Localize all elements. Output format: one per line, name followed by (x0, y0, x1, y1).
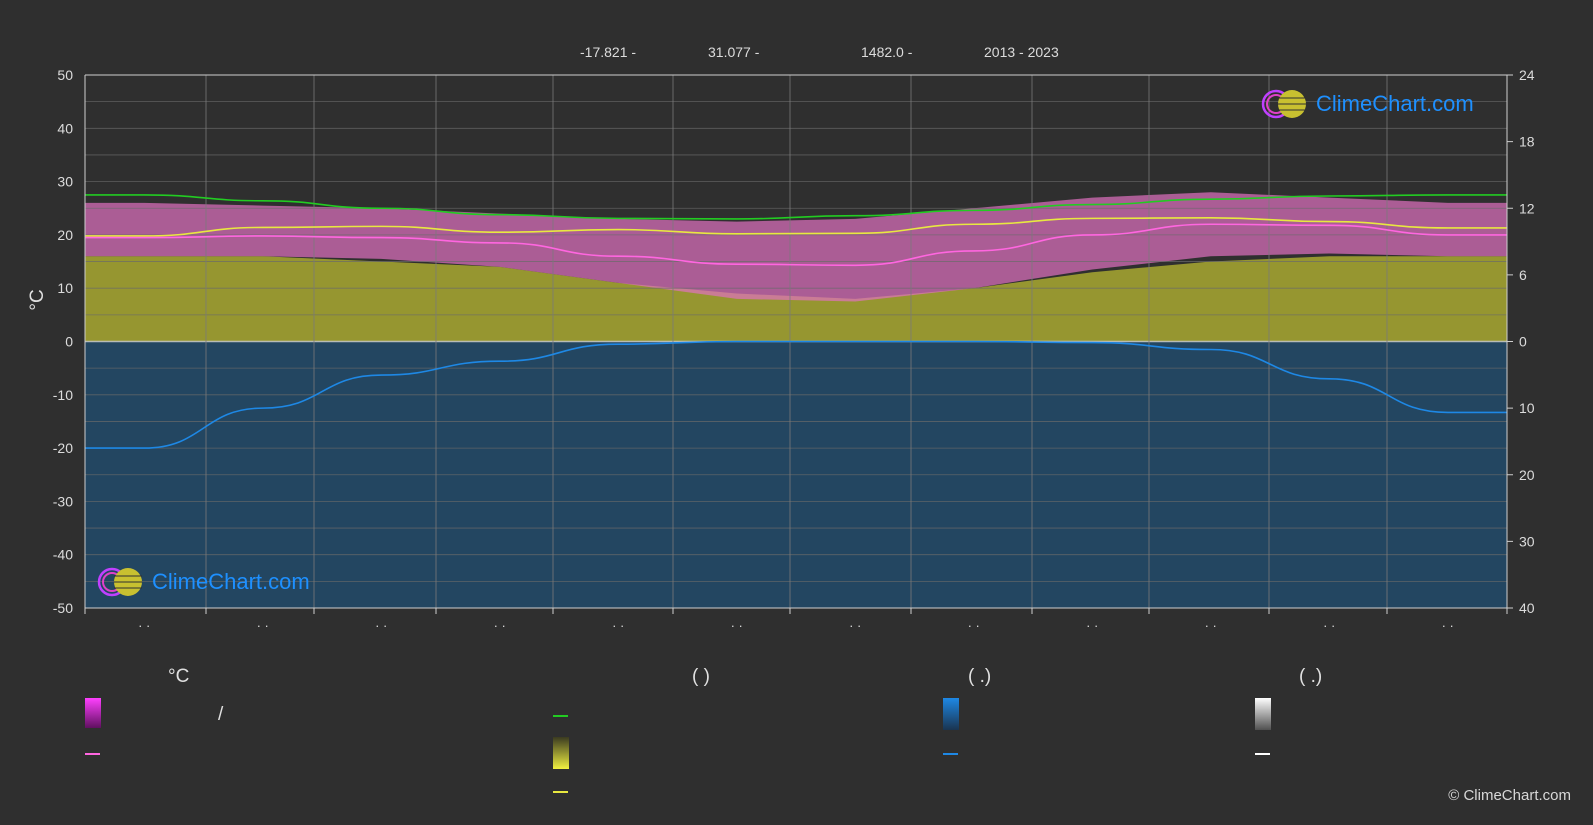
x-tick-label: · · (138, 618, 150, 633)
y-left-tick-label: 20 (57, 227, 73, 243)
legend-rain-line (943, 753, 958, 755)
x-tick-label: · · (375, 618, 387, 633)
legend-temperature-head: °C (168, 666, 190, 687)
x-tick-label: · · (494, 618, 506, 633)
y-right-top-tick-label: 24 (1519, 67, 1535, 83)
y-left-tick-label: 10 (57, 280, 73, 296)
y-left-tick-label: -50 (53, 600, 73, 616)
x-tick-label: · · (1323, 618, 1335, 633)
y-left-tick-label: 50 (57, 67, 73, 83)
y-left-tick-label: 0 (65, 334, 73, 350)
legend-temp-range-swatch (85, 698, 101, 728)
y-right-bottom-tick-label: 20 (1519, 467, 1535, 483)
temperature-band (85, 192, 1507, 302)
chart-axes: 50 40 30 20 10 0 -10 -20 -30 -40 -50 24 18 12 6 0 10 20 30… (53, 67, 1535, 633)
legend-rain-head: ( .) (968, 666, 992, 687)
longitude-label: 31.077 - (708, 44, 760, 60)
y-right-bottom-tick-label: 40 (1519, 600, 1535, 616)
legend-temp-line (85, 753, 100, 755)
x-tick-label: · · (1442, 618, 1454, 633)
y-right-top-tick-label: 18 (1519, 134, 1535, 150)
climechart-logo-icon (97, 567, 142, 597)
logo-text: ClimeChart.com (152, 569, 310, 594)
climechart-logo-icon (1261, 89, 1306, 119)
x-tick-label: · · (968, 618, 980, 633)
y-left-tick-label: -30 (53, 493, 73, 509)
x-tick-label: · · (1205, 618, 1217, 633)
series-line-sunshine (85, 217, 1507, 237)
legend-snow-line (1255, 753, 1270, 755)
x-tick-label: · · (1086, 618, 1098, 633)
chart-series (84, 194, 1507, 449)
x-tick-label: · · (612, 618, 624, 633)
legend-snow-swatch (1255, 698, 1271, 730)
logo-text: ClimeChart.com (1316, 91, 1474, 116)
legend-daylight-line (553, 715, 568, 717)
y-right-bottom-tick-label: 10 (1519, 400, 1535, 416)
series-line-temperature (84, 223, 1507, 267)
legend-sun-head: ( ) (692, 666, 710, 687)
elevation-label: 1482.0 - (861, 44, 913, 60)
y-left-tick-label: -10 (53, 387, 73, 403)
latitude-label: -17.821 - (580, 44, 637, 60)
logo-bottom[interactable]: ClimeChart.com (96, 566, 310, 598)
logo-top[interactable]: ClimeChart.com (1260, 88, 1474, 120)
legend-snow-head: ( .) (1299, 666, 1323, 687)
y-left-tick-label: 30 (57, 174, 73, 190)
y-right-top-tick-label: 0 (1519, 334, 1527, 350)
legend-sunshine-line (553, 791, 568, 793)
legend-rain-swatch (943, 698, 959, 730)
chart-bands (85, 192, 1507, 608)
y-left-tick-label: -40 (53, 547, 73, 563)
series-line-precipitation (84, 340, 1507, 449)
y-left-tick-label: -20 (53, 440, 73, 456)
y-right-top-tick-label: 12 (1519, 200, 1535, 216)
x-tick-label: · · (731, 618, 743, 633)
y-right-bottom-tick-label: 30 (1519, 533, 1535, 549)
legend-sunshine-swatch (553, 737, 569, 769)
series-line-daylight (85, 194, 1507, 220)
y-right-top-tick-label: 6 (1519, 267, 1527, 283)
x-tick-label: · · (849, 618, 861, 633)
x-tick-label: · · (257, 618, 269, 633)
years-label: 2013 - 2023 (984, 44, 1059, 60)
copyright: © ClimeChart.com (1448, 787, 1571, 804)
y-axis-left-label: °C (27, 289, 48, 310)
legend-temp-slash: / (218, 704, 224, 725)
y-left-tick-label: 40 (57, 120, 73, 136)
